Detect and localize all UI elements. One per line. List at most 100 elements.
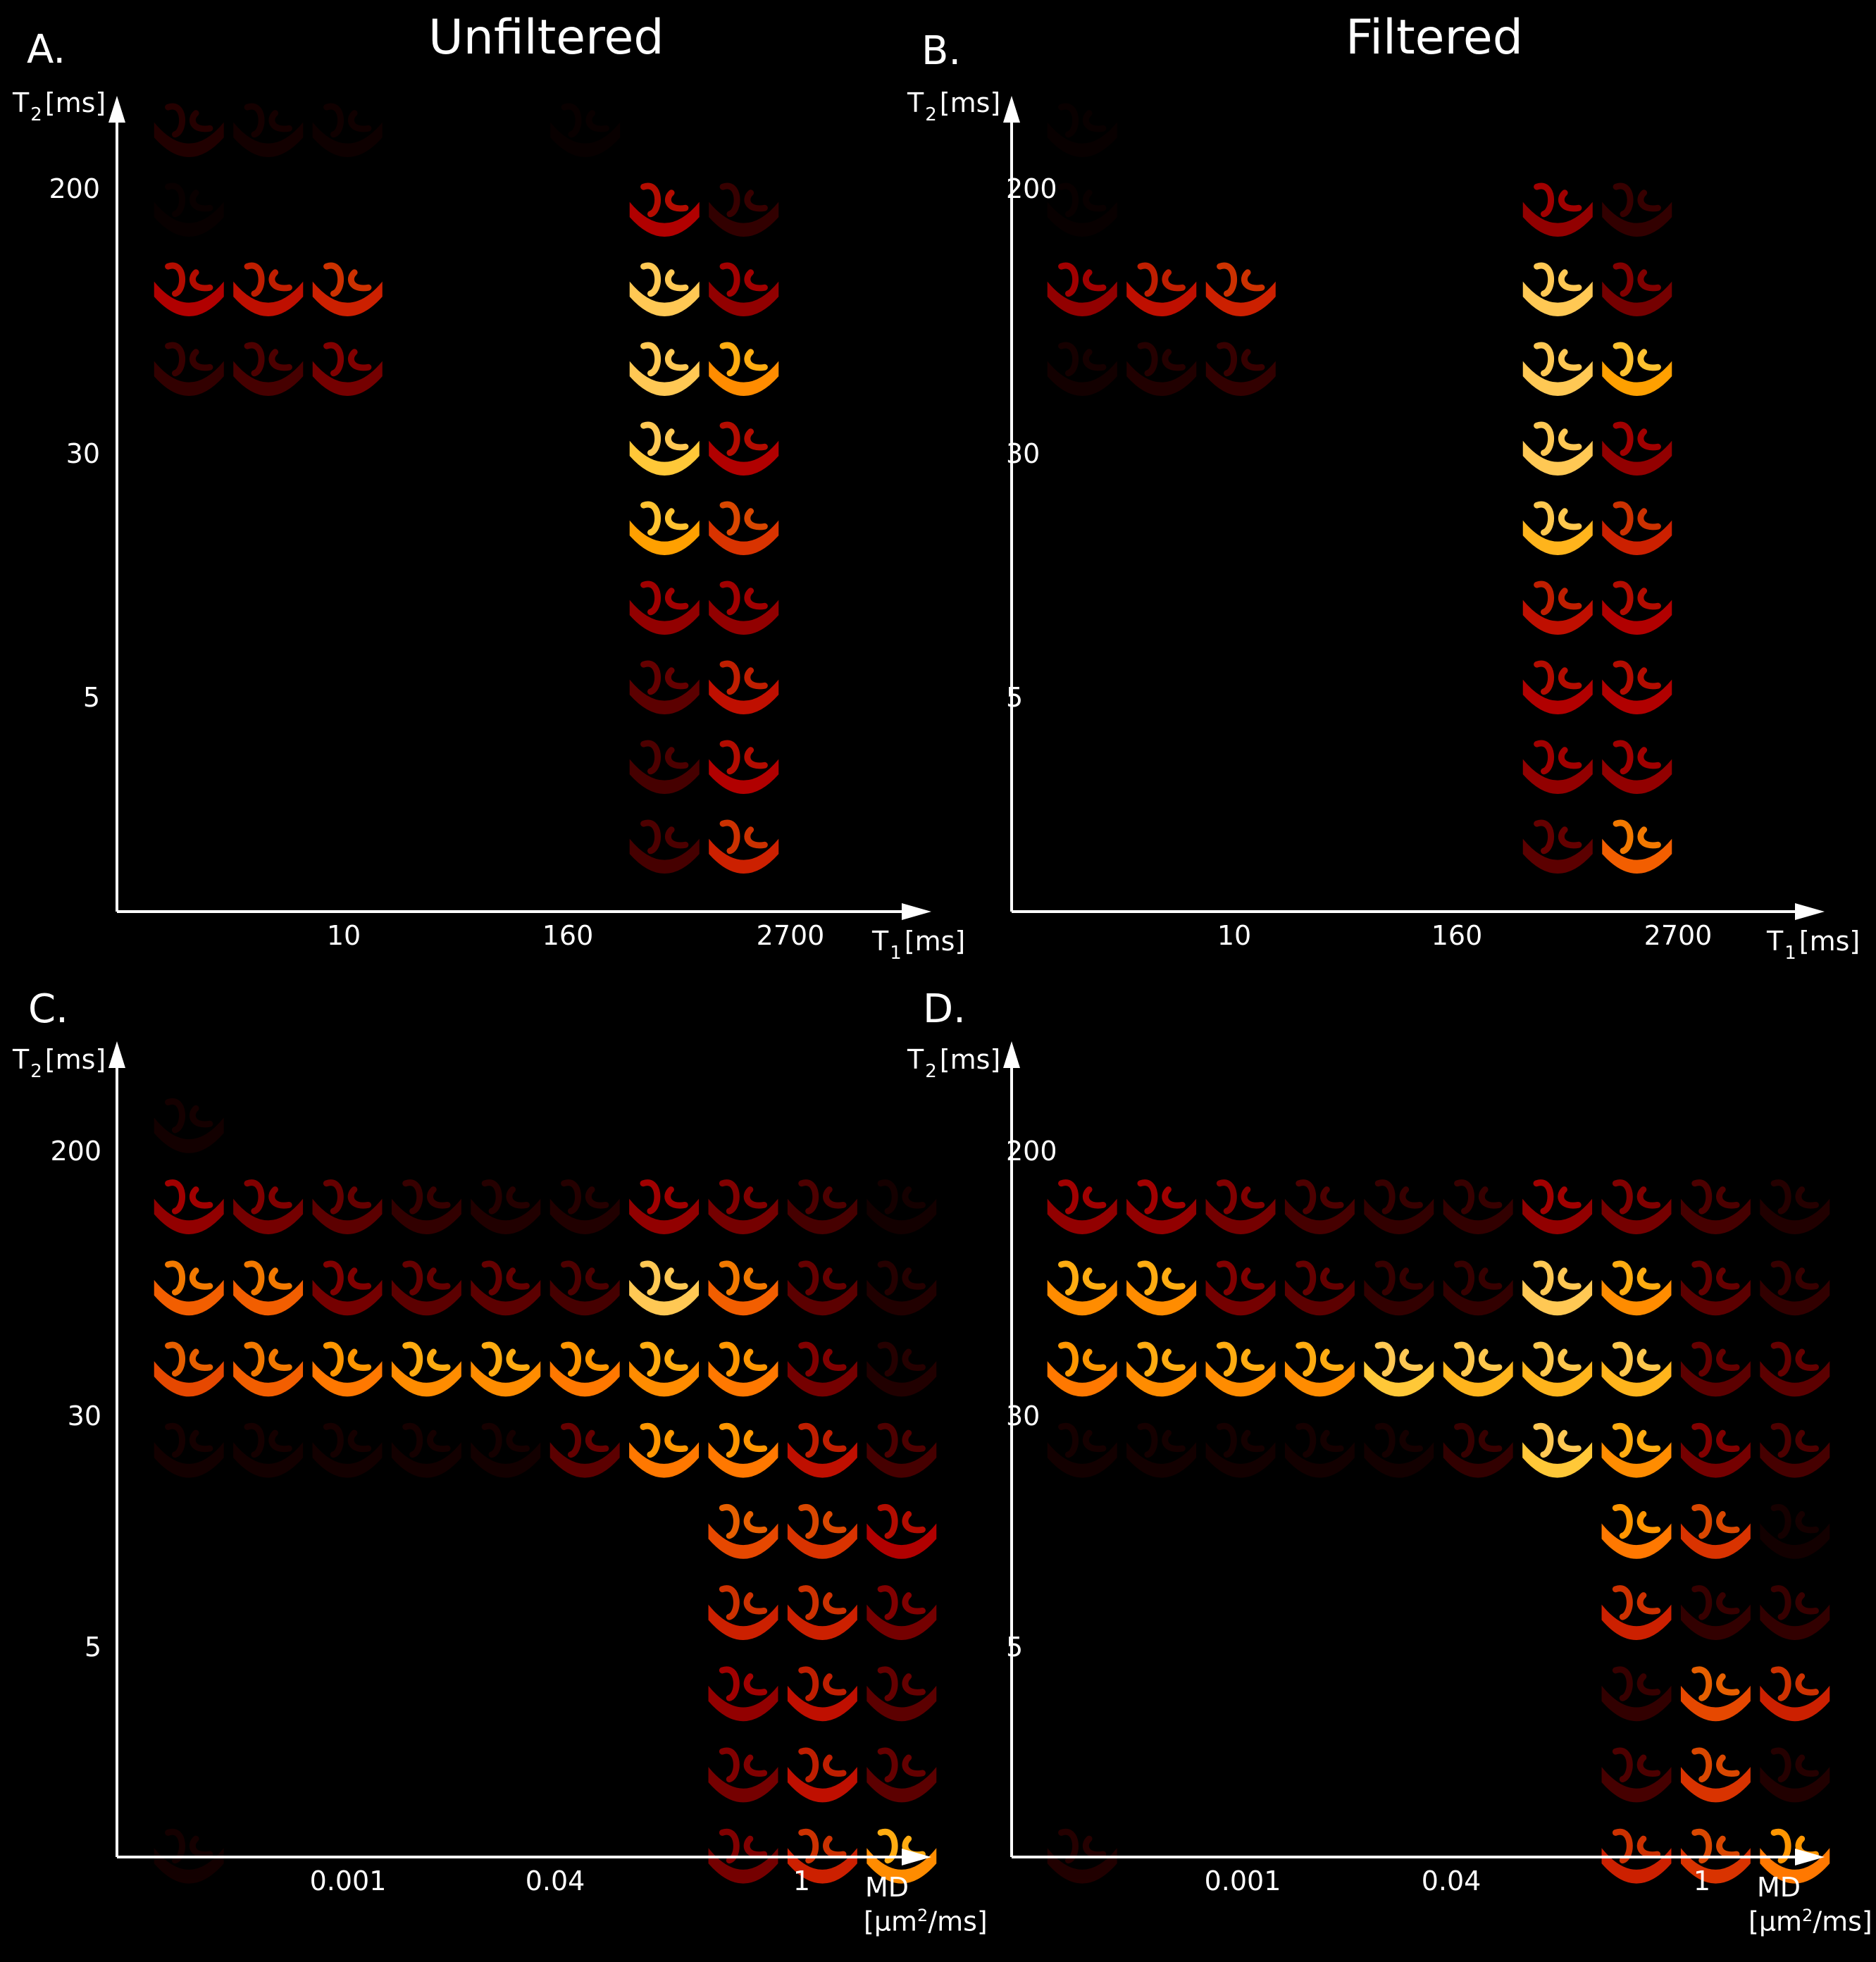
mosaic-tile — [629, 182, 700, 237]
tile-structure — [402, 1179, 451, 1215]
tile-arc — [1601, 1361, 1672, 1397]
tile-structure — [1613, 580, 1661, 616]
mosaic-tile — [312, 1341, 383, 1397]
tile-structure — [1374, 1179, 1423, 1215]
tile-arc — [1522, 440, 1593, 476]
mosaic-tile — [1284, 1422, 1355, 1478]
mosaic-tile — [1760, 1179, 1830, 1235]
tile-arc — [1364, 1442, 1434, 1478]
tile-structure — [1613, 501, 1661, 536]
x-label-line2: [µm2/ms] — [864, 1905, 988, 1939]
tile-structure — [165, 1422, 213, 1458]
mosaic-tile — [787, 1747, 857, 1803]
panel-d: D. T2 [ms] 200 30 5 0.001 0.04 1 MD [µm2/… — [893, 958, 1872, 1937]
tile-structure — [1691, 1422, 1740, 1458]
mosaic-tile — [154, 1098, 224, 1153]
mosaic-tile — [1047, 1179, 1117, 1235]
panel-a: A. Unfiltered T2 [ms] 200 30 5 10 160 270… — [0, 0, 965, 964]
tile-structure — [719, 740, 768, 775]
tile-structure — [1058, 262, 1107, 297]
tile-arc — [1284, 1279, 1355, 1316]
mosaic-tile — [1047, 342, 1117, 396]
y-tick-label: 30 — [67, 1401, 101, 1432]
tile-arc — [1680, 1604, 1751, 1641]
y-axis-label: T2 [ms] — [907, 87, 1000, 125]
mosaic-tile — [709, 580, 779, 635]
mosaic-tile — [709, 819, 779, 874]
mosaic-tile — [1522, 660, 1593, 714]
tile-structure — [798, 1422, 847, 1458]
tile-structure — [1691, 1747, 1740, 1783]
y-axis-label: T2 [ms] — [907, 1044, 1000, 1082]
tile-arc — [1601, 1685, 1672, 1722]
mosaic-tile — [629, 580, 700, 635]
tile-arc — [1680, 1767, 1751, 1803]
mosaic-tile — [708, 1828, 778, 1884]
tile-arc — [1601, 1604, 1672, 1641]
panel-c: C. T2 [ms] 200 30 5 0.001 0.04 1 MD [µm2/… — [0, 958, 988, 1937]
tile-arc — [549, 1198, 620, 1235]
mosaic-tile — [1760, 1666, 1830, 1722]
mosaic-tile — [1760, 1341, 1830, 1397]
tile-arc — [1601, 1848, 1672, 1884]
mosaic-tile — [629, 740, 700, 794]
tile-arc — [787, 1279, 857, 1316]
tile-arc — [787, 1848, 857, 1884]
tile-structure — [323, 342, 372, 377]
mosaic-tile — [1364, 1179, 1434, 1235]
tile-arc — [629, 838, 700, 874]
tile-arc — [866, 1767, 937, 1803]
tile-structure — [1296, 1341, 1344, 1377]
x-label-sub: 1 — [890, 943, 902, 964]
mosaic-tile — [471, 1260, 541, 1316]
tile-arc — [1760, 1685, 1830, 1722]
x-label-line2-pre: [µm — [1748, 1906, 1803, 1937]
mosaic-tile — [1205, 262, 1276, 316]
tile-structure — [1613, 660, 1661, 695]
x-tick-label: 10 — [326, 920, 361, 951]
y-tick-label: 5 — [82, 682, 100, 713]
mosaic-tile — [866, 1179, 937, 1235]
mosaic-tile — [154, 1422, 224, 1478]
image-mosaic — [149, 92, 783, 888]
tile-structure — [244, 103, 292, 138]
tile-arc — [1522, 281, 1593, 316]
tile-arc — [391, 1361, 461, 1397]
mosaic-tile — [1047, 1422, 1117, 1478]
tile-arc — [629, 759, 700, 794]
x-tick-label: 160 — [1431, 920, 1483, 951]
tile-structure — [640, 182, 689, 218]
mosaic-tile — [787, 1666, 857, 1722]
tile-structure — [1533, 1341, 1582, 1377]
tile-arc — [1602, 679, 1672, 714]
x-label-line1: MD — [865, 1872, 909, 1903]
tile-arc — [1443, 1442, 1513, 1478]
mosaic-tile — [549, 1341, 620, 1397]
tile-arc — [629, 440, 700, 476]
mosaic-tile — [312, 1179, 383, 1235]
tile-structure — [323, 262, 372, 297]
tile-structure — [719, 1747, 768, 1783]
y-label-main: T — [13, 1044, 30, 1075]
mosaic-svg — [154, 1098, 937, 1884]
x-axis-arrow-icon — [902, 1849, 931, 1865]
x-axis-arrow-icon — [1795, 1849, 1825, 1865]
tile-structure — [1374, 1422, 1423, 1458]
mosaic-tile — [866, 1747, 937, 1803]
mosaic-tile — [550, 103, 621, 157]
tile-arc — [1126, 1198, 1197, 1235]
tile-arc — [1760, 1767, 1830, 1803]
mosaic-tile — [1602, 342, 1672, 396]
tile-structure — [1058, 342, 1107, 377]
x-tick-label: 0.04 — [525, 1865, 585, 1896]
tile-arc — [787, 1685, 857, 1722]
tile-arc — [629, 1198, 700, 1235]
tile-structure — [1296, 1179, 1344, 1215]
mosaic-tile — [866, 1666, 937, 1722]
mosaic-tile — [866, 1422, 937, 1478]
tile-structure — [1216, 1260, 1265, 1296]
tile-structure — [877, 1260, 926, 1296]
tile-structure — [1534, 262, 1582, 297]
mosaic-tile — [154, 342, 224, 396]
